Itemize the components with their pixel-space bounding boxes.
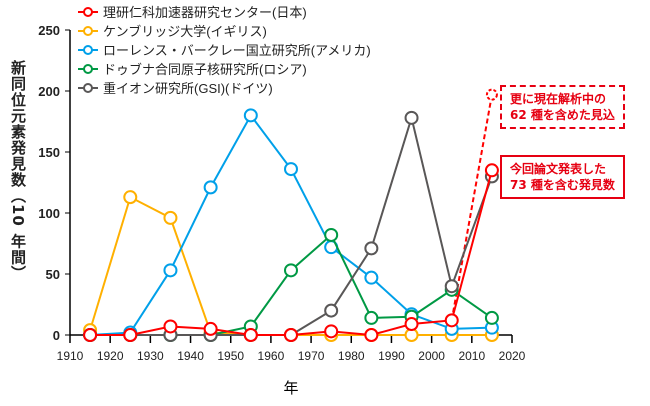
data-point	[484, 163, 499, 178]
data-point	[444, 313, 459, 328]
data-point	[284, 162, 298, 177]
data-point	[404, 110, 419, 125]
y-tick-label: 150	[38, 145, 60, 160]
y-axis-label: 新同位元素発見数（10 年間）	[9, 60, 27, 282]
annotation-line: 今回論文発表した	[510, 162, 607, 176]
legend-label: ドゥブナ合同原子核研究所(ロシア)	[103, 62, 307, 77]
series-line	[90, 113, 492, 336]
x-axis-label: 年	[283, 380, 298, 397]
data-point	[123, 328, 138, 342]
data-point	[284, 328, 298, 342]
data-point	[364, 310, 379, 325]
data-point	[404, 317, 419, 332]
legend-marker	[83, 64, 93, 74]
y-tick-label: 200	[38, 84, 60, 99]
legend-label: ローレンス・バークレー国立研究所(アメリカ)	[103, 43, 371, 58]
data-point	[123, 190, 138, 205]
annotation-line: 更に現在解析中の	[510, 92, 607, 106]
x-tick-label: 1940	[177, 349, 204, 363]
projection-point	[485, 88, 498, 101]
data-point	[83, 328, 98, 342]
x-tick-label: 1910	[57, 349, 84, 363]
x-tick-label: 1990	[378, 349, 405, 363]
x-tick-label: 2020	[499, 349, 526, 363]
projection-line	[450, 94, 493, 321]
x-tick-label: 2010	[458, 349, 485, 363]
annotation-line: 73 種を含む発見数	[510, 178, 615, 192]
x-tick-label: 1970	[298, 349, 325, 363]
data-point	[324, 303, 339, 318]
annotation-line: 62 種を含めた見込	[510, 108, 615, 122]
data-point	[163, 210, 178, 225]
x-tick-label: 1960	[258, 349, 285, 363]
legend-marker	[83, 7, 93, 17]
data-point	[203, 321, 218, 336]
data-point	[163, 263, 178, 278]
data-point	[484, 310, 499, 325]
x-tick-label: 1930	[137, 349, 164, 363]
data-point	[364, 328, 379, 342]
y-tick-label: 0	[53, 328, 60, 343]
data-point	[324, 324, 339, 339]
x-tick-label: 1950	[217, 349, 244, 363]
series-line	[90, 170, 493, 337]
y-tick-label: 250	[38, 23, 60, 38]
data-point	[243, 108, 258, 123]
data-point	[324, 227, 339, 242]
data-point	[364, 270, 379, 285]
data-point	[163, 319, 178, 334]
legend-label: ケンブリッジ大学(イギリス)	[103, 24, 267, 39]
data-point	[284, 263, 298, 278]
y-tick-label: 100	[38, 206, 60, 221]
x-tick-label: 1980	[338, 349, 365, 363]
x-tick-label: 2000	[418, 349, 445, 363]
legend-marker	[83, 45, 93, 55]
annotation-current: 今回論文発表した 73 種を含む発見数	[500, 155, 625, 199]
series-line	[90, 233, 493, 336]
x-tick-label: 1920	[97, 349, 124, 363]
legend-marker	[83, 83, 93, 93]
y-tick-label: 50	[46, 267, 60, 282]
legend-marker	[83, 26, 93, 36]
data-point	[203, 180, 218, 195]
data-point	[364, 241, 379, 256]
data-point	[243, 328, 258, 342]
annotation-projection: 更に現在解析中の 62 種を含めた見込	[500, 85, 625, 129]
data-point	[444, 279, 459, 294]
legend-label: 理研仁科加速器研究センター(日本)	[103, 5, 307, 20]
legend-label: 重イオン研究所(GSI)(ドイツ)	[103, 81, 273, 96]
